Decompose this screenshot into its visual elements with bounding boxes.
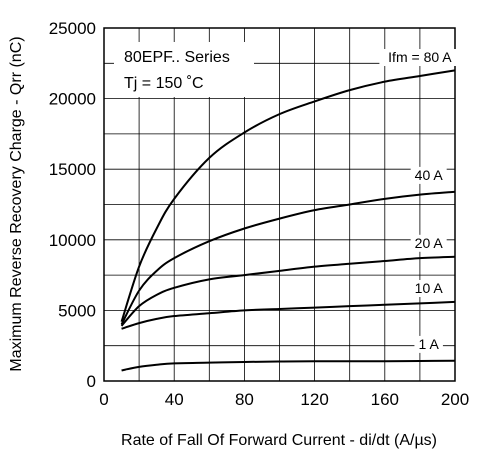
series-label-bg bbox=[379, 49, 461, 67]
x-tick-label: 200 bbox=[441, 390, 469, 409]
series-label-bg bbox=[410, 234, 447, 252]
x-tick-label: 80 bbox=[235, 390, 254, 409]
series-label-bg bbox=[414, 335, 443, 353]
series-line bbox=[120, 255, 456, 327]
x-tick-label: 40 bbox=[165, 390, 184, 409]
series-labels: Ifm = 80 A 40 A 20 A 10 A 1 A bbox=[379, 49, 461, 353]
y-tick-label: 15000 bbox=[49, 160, 96, 179]
x-tick-label: 0 bbox=[99, 390, 108, 409]
y-tick-label: 25000 bbox=[49, 19, 96, 38]
series-label-bg bbox=[410, 279, 447, 297]
plot-frame bbox=[103, 27, 456, 382]
x-axis-label: Rate of Fall Of Forward Current - di/dt … bbox=[121, 432, 437, 449]
y-axis-ticks: 0 5000 10000 15000 20000 25000 bbox=[49, 19, 96, 391]
series-group bbox=[120, 69, 456, 372]
x-tick-label: 120 bbox=[300, 390, 328, 409]
temperature-annotation: Tj = 150 ˚C bbox=[124, 75, 204, 92]
series-line bbox=[121, 359, 456, 372]
series-label-bg bbox=[410, 166, 447, 184]
series-label: 40 A bbox=[415, 167, 444, 183]
y-tick-label: 10000 bbox=[49, 231, 96, 250]
series-label: 1 A bbox=[419, 336, 440, 352]
grid bbox=[104, 28, 455, 381]
series-annotation: 80EPF.. Series bbox=[124, 49, 230, 66]
x-tick-label: 160 bbox=[371, 390, 399, 409]
series-label: 10 A bbox=[415, 280, 444, 296]
y-tick-label: 5000 bbox=[58, 301, 96, 320]
annotation-box bbox=[114, 42, 254, 97]
y-tick-label: 0 bbox=[87, 372, 96, 391]
x-axis-ticks: 0 40 80 120 160 200 bbox=[99, 390, 469, 409]
series-label: 20 A bbox=[415, 235, 444, 251]
series-label: Ifm = 80 A bbox=[388, 49, 452, 65]
y-axis-label: Maximum Reverse Recovery Charge - Qrr (n… bbox=[8, 36, 25, 371]
y-tick-label: 20000 bbox=[49, 90, 96, 109]
series-line bbox=[121, 300, 456, 330]
series-line bbox=[120, 190, 456, 325]
series-line bbox=[120, 69, 456, 323]
